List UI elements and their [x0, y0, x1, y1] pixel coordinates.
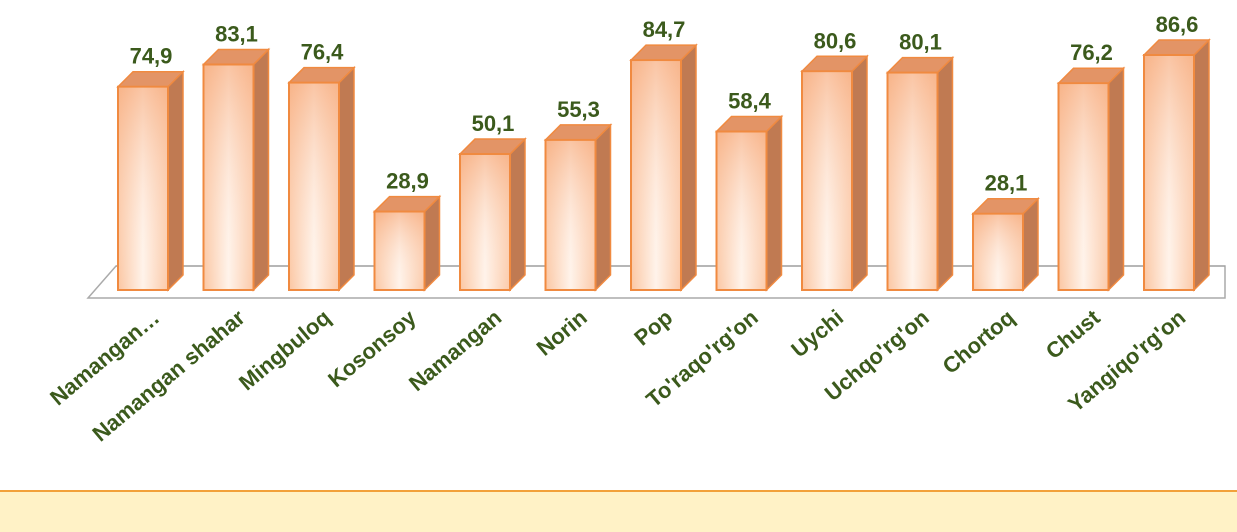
- bar-shade: [1145, 56, 1193, 289]
- bar-shade: [119, 87, 167, 289]
- data-label: 83,1: [215, 21, 258, 46]
- bar-shade: [204, 65, 253, 290]
- bar-side: [338, 65, 355, 292]
- bar-shade: [461, 155, 509, 289]
- data-label: 80,6: [814, 28, 857, 53]
- bar-side: [594, 123, 612, 292]
- bar-side: [680, 43, 697, 292]
- x-tick-label: Norin: [532, 305, 592, 361]
- data-label: 74,9: [130, 44, 173, 69]
- x-tick-label: Namangan: [404, 305, 506, 396]
- bar-shade: [717, 132, 766, 289]
- bar-side: [1193, 38, 1210, 292]
- data-label: 76,2: [1070, 40, 1113, 65]
- bar-side: [936, 55, 954, 292]
- data-label: 84,7: [643, 17, 686, 42]
- x-tick-label: Uychi: [786, 305, 848, 363]
- footer-strip: [0, 490, 1237, 532]
- bar-side: [167, 69, 184, 292]
- data-label: 50,1: [472, 111, 515, 136]
- x-tick-label: Chortoq: [938, 305, 1020, 379]
- bar-side: [851, 54, 868, 292]
- data-label: 58,4: [728, 89, 772, 114]
- bar-side: [509, 137, 526, 292]
- data-label: 80,1: [899, 30, 942, 55]
- data-label: 28,9: [386, 169, 429, 194]
- x-tick-label: Chust: [1041, 304, 1105, 364]
- data-label: 76,4: [301, 40, 345, 65]
- bar-side: [1107, 66, 1125, 292]
- x-tick-label: Pop: [629, 305, 677, 351]
- data-label: 86,6: [1156, 12, 1199, 37]
- bar-side: [423, 194, 441, 292]
- data-label: 28,1: [985, 171, 1028, 196]
- bar-shade: [888, 73, 937, 289]
- bar-shade: [1059, 84, 1108, 289]
- bar-shade: [974, 214, 1022, 289]
- bar-shade: [632, 61, 680, 290]
- x-tick-label: Namangan shahar: [88, 304, 251, 446]
- bar-side: [765, 114, 783, 292]
- bar-shade: [546, 140, 595, 289]
- data-label: 55,3: [557, 97, 600, 122]
- x-tick-label: Mingbuloq: [234, 305, 335, 396]
- bar-shade: [803, 72, 851, 289]
- bar-shade: [375, 212, 424, 289]
- bar-shade: [290, 83, 338, 289]
- bar-side: [252, 47, 270, 292]
